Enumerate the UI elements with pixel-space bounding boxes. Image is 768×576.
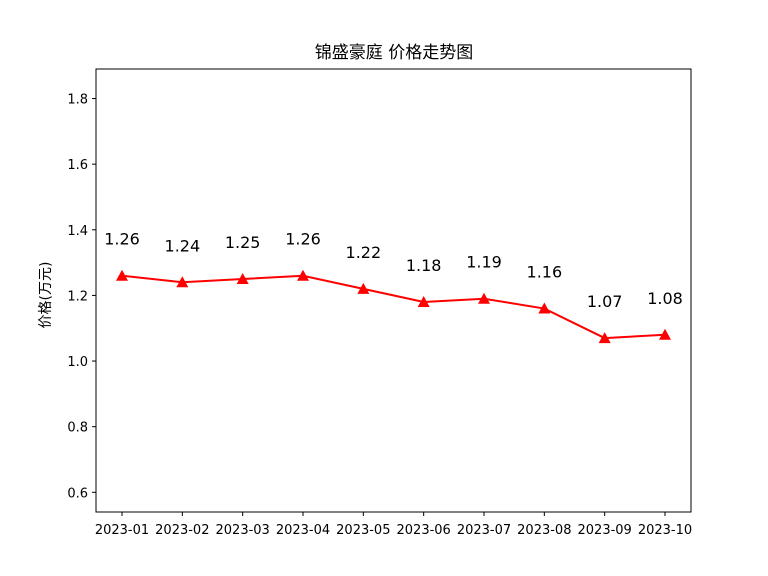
x-tick-label: 2023-01: [95, 523, 149, 538]
series-group: [116, 269, 671, 344]
y-tick-label: 1.0: [67, 355, 88, 370]
y-tick-label: 1.6: [67, 158, 88, 173]
x-tick-label: 2023-06: [397, 523, 451, 538]
data-point-marker: [417, 295, 430, 307]
y-tick-label: 1.4: [67, 224, 88, 239]
data-point-marker: [598, 332, 611, 344]
data-label: 1.26: [285, 230, 321, 249]
x-tick-label: 2023-08: [517, 523, 571, 538]
y-tick-label: 0.8: [67, 421, 88, 436]
x-tick-label: 2023-09: [578, 523, 632, 538]
x-tick-label: 2023-03: [216, 523, 270, 538]
y-axis-label: 价格(万元): [38, 262, 54, 329]
data-label: 1.24: [165, 236, 201, 255]
data-point-marker: [357, 282, 370, 294]
data-point-marker: [116, 269, 128, 281]
data-point-marker: [176, 276, 189, 288]
data-point-marker: [478, 292, 490, 304]
y-tick-label: 1.8: [67, 93, 88, 108]
data-label: 1.26: [104, 230, 140, 249]
data-label: 1.18: [406, 256, 442, 275]
y-tick-label: 1.2: [67, 289, 88, 304]
x-tick-label: 2023-02: [155, 523, 209, 538]
data-point-marker: [297, 269, 309, 281]
series-line: [121, 274, 666, 340]
data-label: 1.25: [225, 233, 261, 252]
x-tick-label: 2023-10: [638, 523, 692, 538]
x-tick-label: 2023-04: [276, 523, 330, 538]
x-axis: 2023-01 2023-02 2023-03 2023-04 2023-05 2023-…: [95, 512, 692, 538]
y-axis: 0.6 0.8 1.0 1.2 1.4 1.6 1.8: [67, 93, 96, 501]
data-point-marker: [538, 302, 551, 314]
data-label: 1.22: [346, 243, 382, 262]
data-point-marker: [236, 273, 249, 285]
data-label: 1.08: [647, 289, 683, 308]
x-tick-label: 2023-05: [336, 523, 390, 538]
chart-title: 锦盛豪庭 价格走势图: [315, 42, 473, 63]
plot-area: [95, 68, 692, 513]
x-tick-label: 2023-07: [457, 523, 511, 538]
data-point-marker: [659, 328, 671, 340]
data-labels-group: 1.26 1.24 1.25 1.26 1.22 1.18 1.19 1.16 1.07 1.08: [104, 230, 683, 311]
y-tick-label: 0.6: [67, 486, 88, 501]
data-label: 1.07: [587, 292, 623, 311]
data-label: 1.19: [466, 253, 502, 272]
data-label: 1.16: [527, 263, 563, 282]
